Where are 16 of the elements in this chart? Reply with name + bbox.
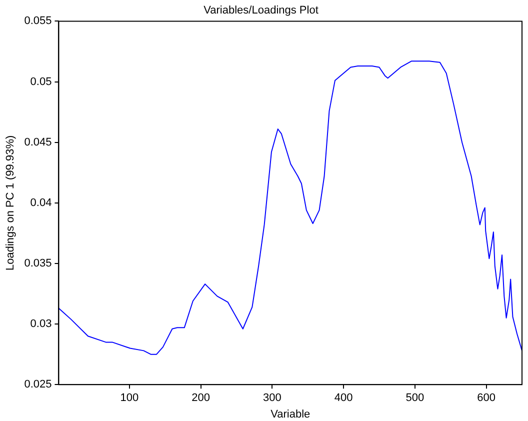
x-axis-title: Variable	[270, 408, 310, 420]
y-tick-label: 0.025	[24, 378, 52, 391]
y-tick-label: 0.055	[24, 15, 52, 28]
y-axis-title: Loadings on PC 1 (99.93%)	[4, 135, 17, 270]
x-tick-label: 600	[477, 392, 496, 404]
x-tick-label: 500	[406, 392, 424, 404]
chart-title: Variables/Loadings Plot	[204, 4, 318, 17]
x-tick-label: 200	[192, 392, 210, 404]
x-tick-label: 100	[120, 392, 139, 404]
y-tick-label: 0.05	[30, 76, 52, 88]
y-tick-label: 0.035	[24, 258, 52, 270]
y-tick-label: 0.03	[30, 318, 52, 330]
x-tick-label: 400	[334, 392, 353, 404]
x-tick-label: 300	[262, 392, 282, 404]
y-tick-label: 0.04	[30, 196, 52, 209]
y-tick-label: 0.045	[24, 136, 52, 148]
